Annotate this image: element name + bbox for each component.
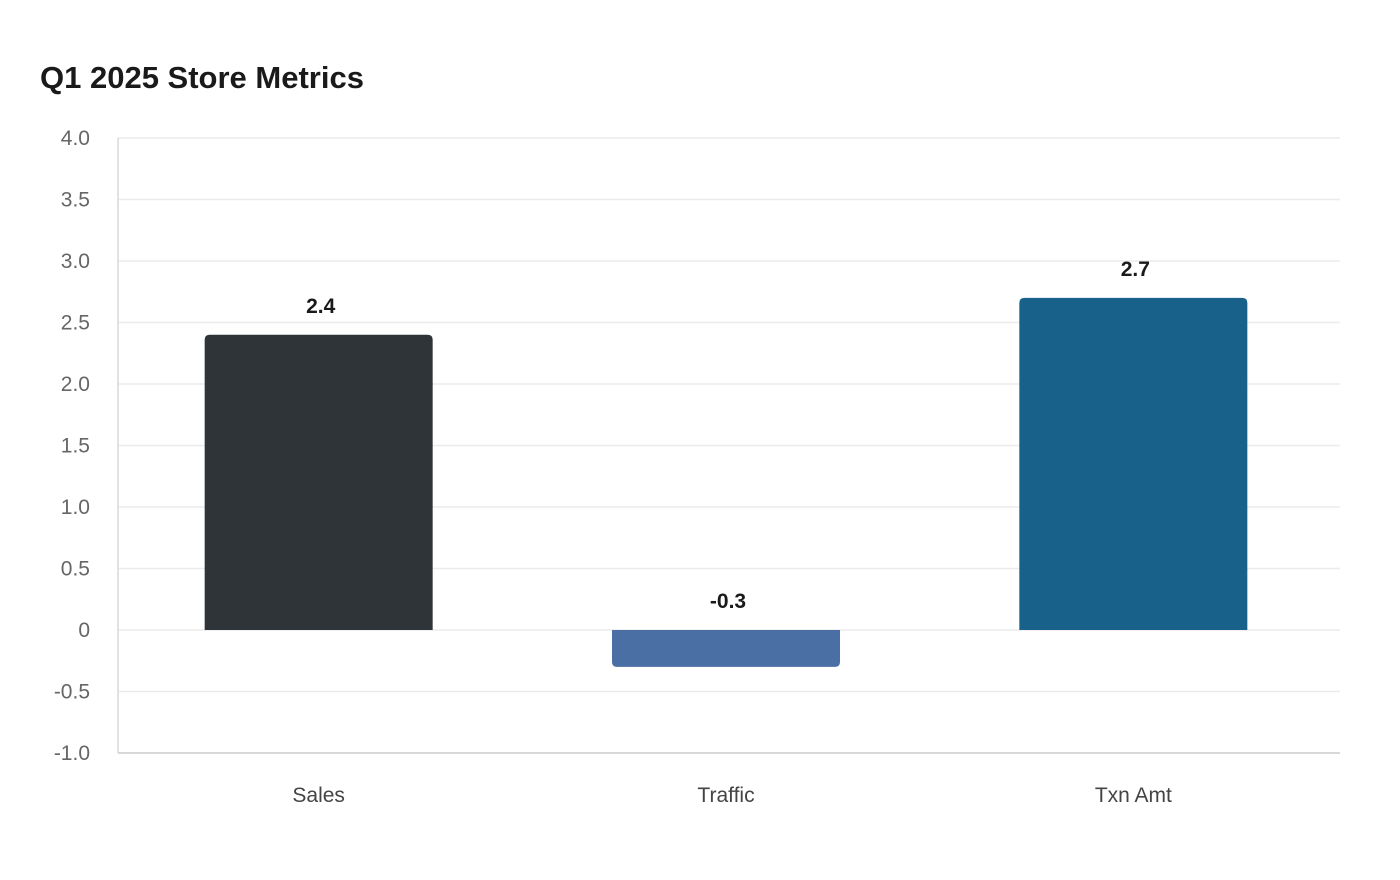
data-label: 2.7 bbox=[1121, 258, 1150, 281]
data-label: -0.3 bbox=[710, 590, 746, 613]
bar-txn-amt bbox=[1019, 297, 1248, 630]
category-label: Traffic bbox=[697, 784, 754, 807]
y-tick-label: 3.5 bbox=[61, 189, 90, 212]
y-tick-label: 0 bbox=[78, 619, 90, 642]
bar-sales bbox=[204, 334, 433, 630]
y-tick-label: 4.0 bbox=[61, 127, 90, 150]
bar-traffic bbox=[612, 630, 840, 667]
data-label: 2.4 bbox=[306, 295, 336, 318]
category-label: Sales bbox=[292, 784, 345, 807]
category-label: Txn Amt bbox=[1095, 784, 1172, 807]
y-tick-label: -1.0 bbox=[54, 742, 90, 765]
y-tick-label: -0.5 bbox=[54, 681, 90, 704]
y-tick-label: 2.0 bbox=[61, 373, 90, 396]
y-tick-label: 0.5 bbox=[61, 558, 90, 581]
y-tick-label: 1.5 bbox=[61, 435, 90, 458]
y-tick-label: 2.5 bbox=[61, 312, 90, 335]
y-tick-labels: -1.0 -0.5 0 0.5 1.0 1.5 2.0 2.5 3.0 3.5 4.0 bbox=[54, 127, 90, 765]
category-labels: Sales Traffic Txn Amt bbox=[292, 784, 1172, 807]
chart-title: Q1 2025 Store Metrics bbox=[40, 60, 364, 95]
y-tick-label: 3.0 bbox=[61, 250, 90, 273]
data-labels: 2.4 -0.3 2.7 bbox=[306, 258, 1150, 613]
axes bbox=[117, 138, 1340, 754]
y-tick-label: 1.0 bbox=[61, 496, 90, 519]
bars bbox=[204, 297, 1248, 667]
